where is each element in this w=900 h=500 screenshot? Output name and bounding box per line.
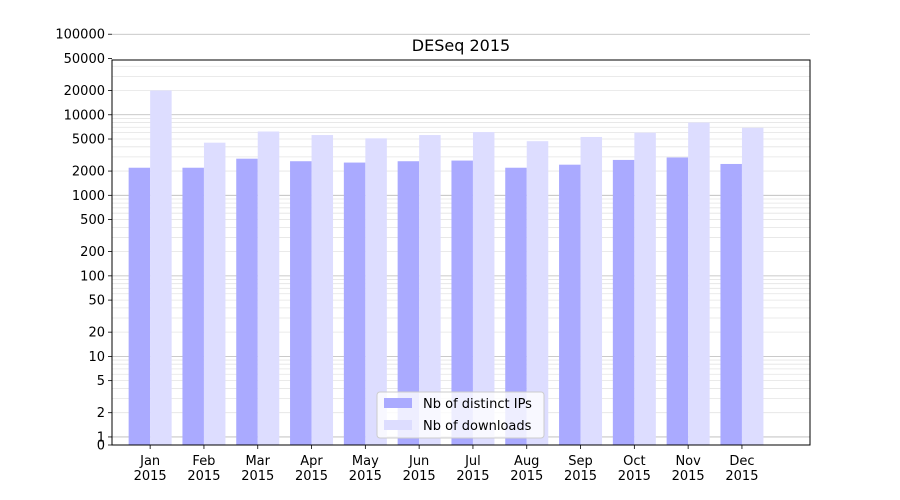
bar-downloads bbox=[203, 142, 226, 445]
y-tick-label: 5000 bbox=[72, 133, 105, 148]
y-tick-label: 10 bbox=[88, 350, 105, 365]
x-tick-label: Apr 2015 bbox=[295, 454, 328, 484]
bar-downloads bbox=[741, 127, 764, 445]
x-tick-label: Nov 2015 bbox=[672, 454, 705, 484]
y-tick-label: 50 bbox=[88, 294, 105, 309]
bar-distinct-ips bbox=[128, 167, 151, 445]
y-tick-label: 20000 bbox=[64, 84, 105, 99]
bar-downloads bbox=[580, 136, 603, 445]
y-tick-label: 200 bbox=[80, 245, 105, 260]
y-tick-label: 100000 bbox=[55, 28, 105, 43]
x-tick-label: May 2015 bbox=[349, 454, 382, 484]
x-tick-label: Mar 2015 bbox=[241, 454, 274, 484]
y-tick-label: 1000 bbox=[72, 189, 105, 204]
bar-distinct-ips bbox=[290, 161, 312, 445]
y-axis: 01 2 5 10 20 50 100 200 500 1000 2000 5000 10000 2000… bbox=[55, 28, 112, 454]
legend: Nb of distinct IPs Nb of downloads bbox=[376, 391, 545, 439]
y-tick-label: 10000 bbox=[64, 108, 105, 123]
bar-distinct-ips bbox=[451, 160, 473, 445]
bar-distinct-ips bbox=[182, 167, 204, 445]
legend-label-downloads: Nb of downloads bbox=[423, 419, 532, 434]
bar-downloads bbox=[419, 135, 441, 445]
x-tick-label: Oct 2015 bbox=[618, 454, 651, 484]
y-tick-label: 20 bbox=[88, 326, 105, 341]
bar-distinct-ips bbox=[505, 167, 527, 445]
bar-downloads bbox=[257, 131, 280, 446]
y-tick-label: 2000 bbox=[72, 165, 105, 180]
chart-title: DESeq 2015 bbox=[412, 36, 510, 55]
bar-downloads bbox=[526, 141, 549, 445]
bar-distinct-ips bbox=[397, 161, 420, 445]
bar-downloads bbox=[472, 132, 495, 446]
legend-label-ips: Nb of distinct IPs bbox=[423, 397, 532, 412]
bar-downloads bbox=[365, 138, 387, 446]
x-tick-label: Jan 2015 bbox=[134, 454, 167, 484]
y-tick-label: 1 bbox=[97, 430, 105, 445]
x-tick-label: Feb 2015 bbox=[187, 454, 220, 484]
bar-downloads bbox=[150, 90, 172, 445]
bar-distinct-ips bbox=[343, 162, 366, 445]
y-tick-label: 100 bbox=[80, 269, 105, 284]
x-tick-label: Aug 2015 bbox=[510, 454, 543, 484]
bar-downloads bbox=[311, 135, 334, 445]
y-tick-label: 0 bbox=[97, 439, 105, 454]
bar-distinct-ips bbox=[559, 164, 581, 445]
y-tick-label: 50000 bbox=[64, 52, 105, 67]
legend-swatch-ips bbox=[384, 398, 412, 408]
plot-frame bbox=[111, 59, 811, 446]
bar-distinct-ips bbox=[720, 163, 742, 445]
x-tick-label: Sep 2015 bbox=[564, 454, 597, 484]
bar-distinct-ips bbox=[666, 157, 689, 446]
bar-distinct-ips bbox=[612, 159, 635, 445]
x-tick-label: Dec 2015 bbox=[725, 454, 758, 484]
y-tick-label: 5 bbox=[97, 374, 105, 389]
y-tick-label: 500 bbox=[80, 213, 105, 228]
bar-distinct-ips bbox=[236, 158, 258, 445]
bars-layer bbox=[128, 90, 764, 446]
bar-downloads bbox=[688, 122, 710, 446]
x-tick-label: Jul 2015 bbox=[456, 454, 489, 484]
legend-swatch-downloads bbox=[384, 420, 412, 430]
bar-downloads bbox=[634, 132, 656, 446]
legend-box bbox=[376, 391, 545, 439]
x-axis: Jan 2015 Feb 2015 Mar 2015 Apr 2015 May 2015 Jun 20… bbox=[134, 445, 758, 484]
x-tick-label: Jun 2015 bbox=[403, 454, 436, 484]
y-tick-label: 2 bbox=[97, 406, 105, 421]
